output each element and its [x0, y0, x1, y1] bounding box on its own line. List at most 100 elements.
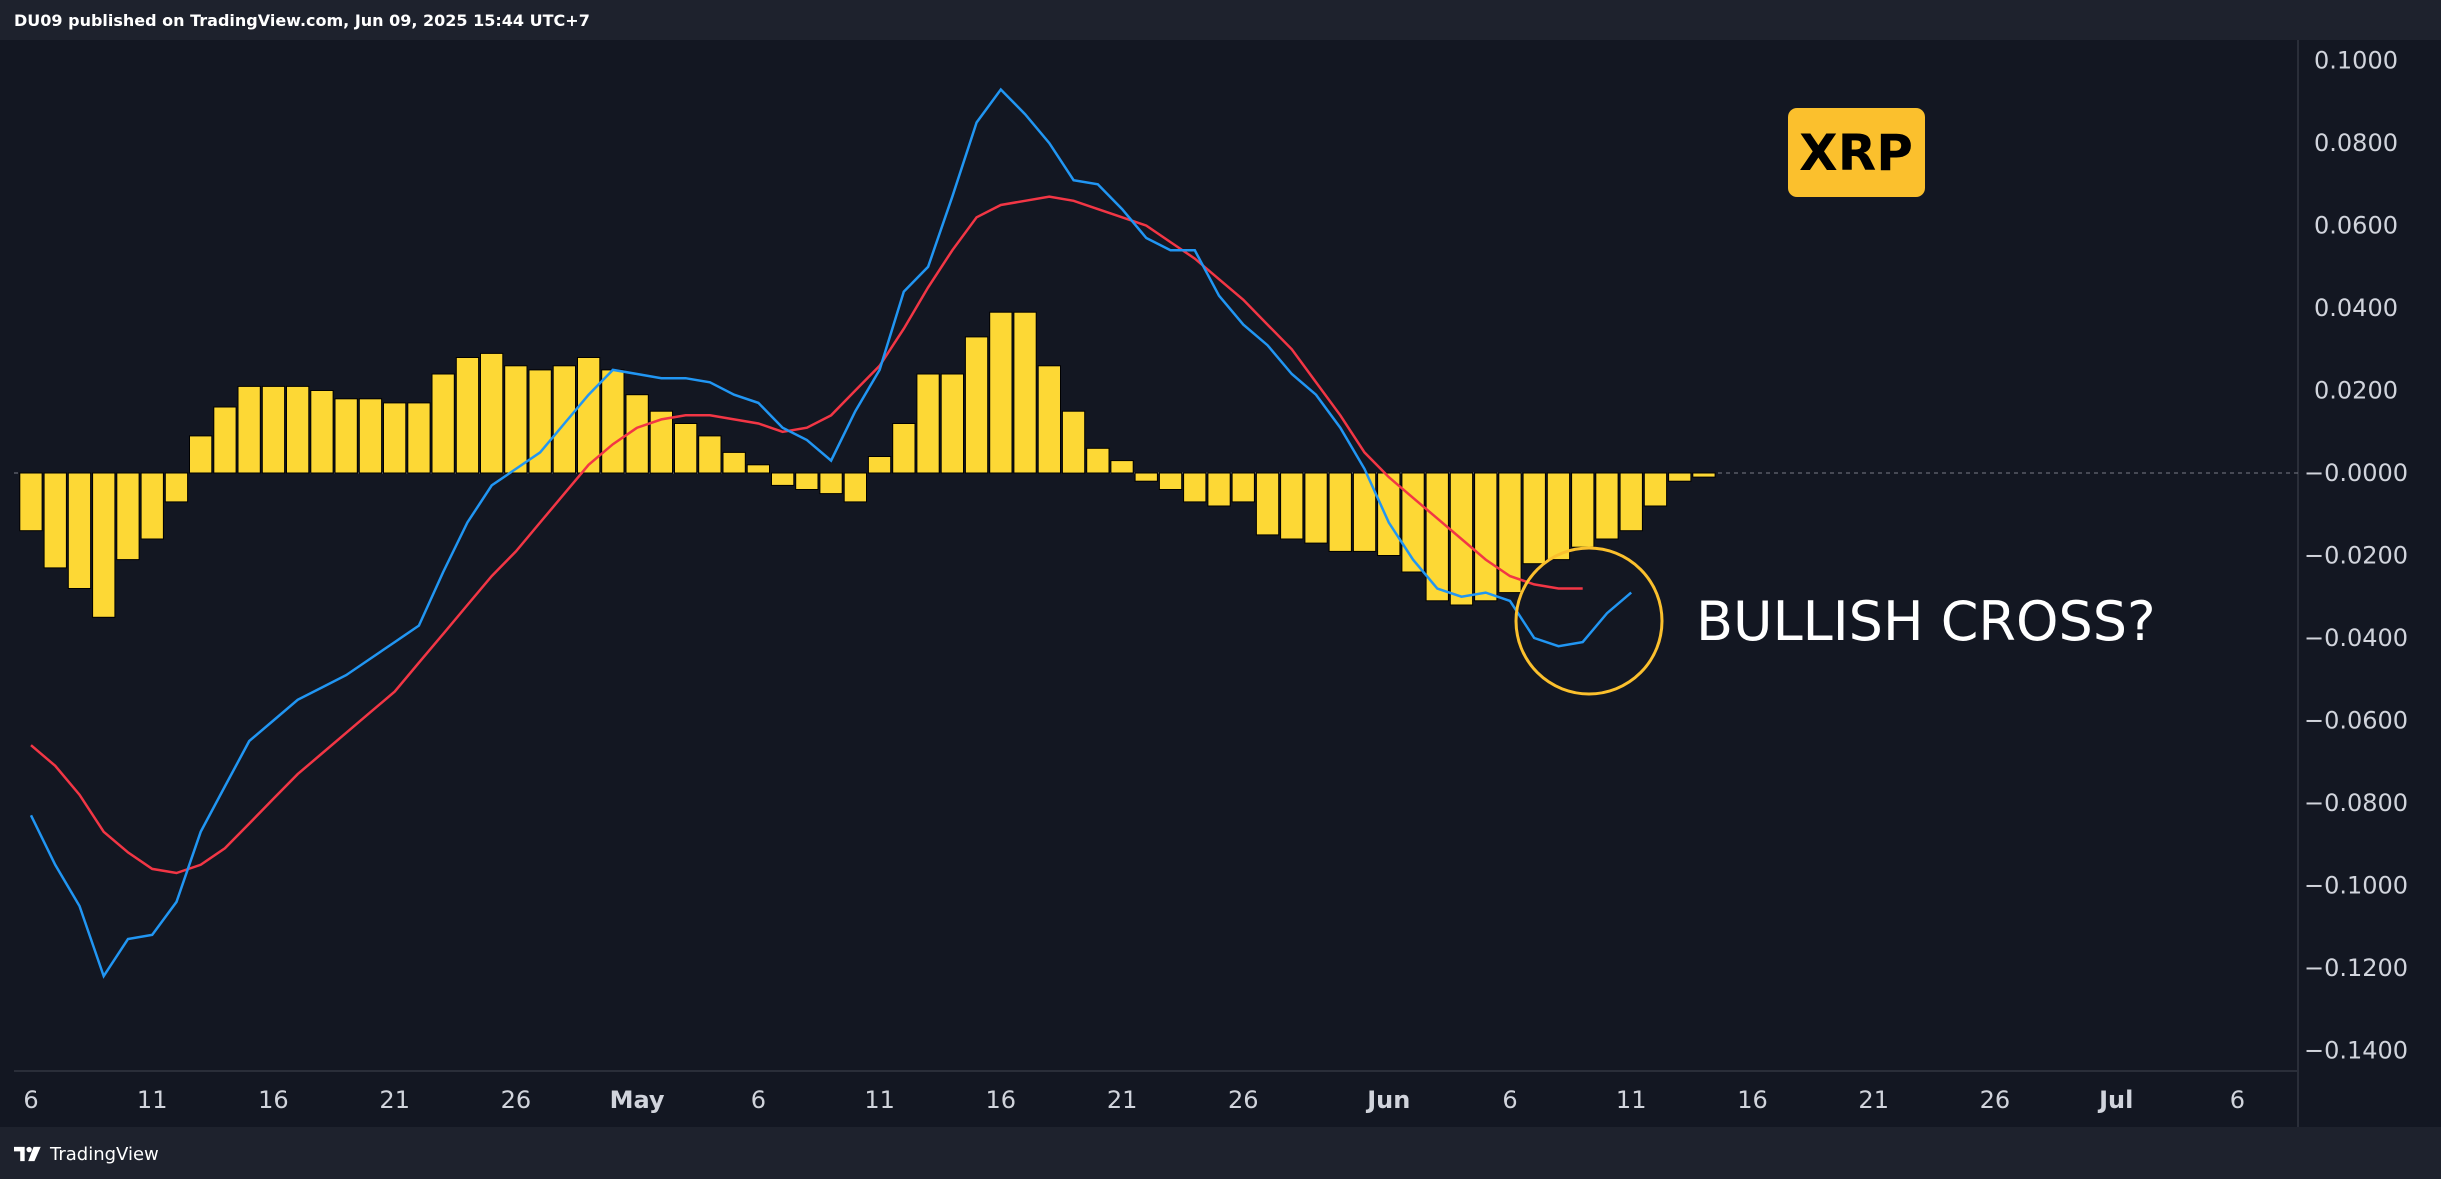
- histogram-bar: [698, 435, 722, 474]
- histogram-bar: [1231, 472, 1255, 503]
- histogram-bar: [1595, 472, 1619, 540]
- histogram-bar: [989, 311, 1013, 474]
- histogram-bar: [1692, 472, 1716, 478]
- histogram-bar: [1183, 472, 1207, 503]
- time-axis-label: 16: [258, 1086, 289, 1114]
- price-axis-label: 0.0400: [2314, 294, 2398, 322]
- publish-header: DU09 published on TradingView.com, Jun 0…: [0, 0, 2441, 40]
- price-axis-label: −0.1200: [2304, 954, 2408, 982]
- price-axis-label: 0.0600: [2314, 212, 2398, 240]
- time-axis-label: 26: [1980, 1086, 2011, 1114]
- histogram-bar: [19, 472, 43, 532]
- price-axis-label: −0.0400: [2304, 624, 2408, 652]
- histogram-bar: [1643, 472, 1668, 507]
- histogram-bar: [746, 464, 771, 474]
- histogram-bar: [964, 336, 989, 474]
- price-axis-label: −0.0200: [2304, 542, 2408, 570]
- histogram-bar: [1110, 460, 1134, 474]
- price-axis[interactable]: 0.1000 0.0800 0.0600 0.0400 0.0200 −0.0000 −0.…: [2304, 47, 2408, 1065]
- histogram-bar: [1255, 472, 1280, 536]
- histogram-bar: [1619, 472, 1643, 532]
- histogram-bar: [1207, 472, 1231, 507]
- time-axis-label: 6: [2230, 1086, 2245, 1114]
- price-axis-label: 0.0800: [2314, 129, 2398, 157]
- plot-background: [0, 40, 2441, 1127]
- cross-highlight-circle: [1514, 546, 1664, 696]
- histogram-bar: [310, 390, 334, 474]
- signal-line: [30, 195, 1583, 875]
- time-axis-label: May: [610, 1086, 665, 1114]
- price-axis-label: 0.1000: [2314, 47, 2398, 75]
- publish-info: DU09 published on TradingView.com, Jun 0…: [14, 11, 590, 30]
- histogram-bar: [552, 365, 577, 474]
- histogram-bar: [771, 472, 795, 486]
- time-axis-label: 6: [751, 1086, 766, 1114]
- histogram-bar: [504, 365, 528, 474]
- histogram-bar: [92, 472, 116, 618]
- histogram-bar: [67, 472, 92, 589]
- time-axis-label: 6: [1502, 1086, 1517, 1114]
- histogram-bar: [237, 385, 261, 474]
- time-axis-label: 21: [379, 1086, 410, 1114]
- histogram-bar: [1498, 472, 1522, 594]
- histogram-bar: [1474, 472, 1498, 602]
- histogram-bar: [1328, 472, 1352, 552]
- histogram-bar: [431, 373, 455, 474]
- histogram-bar: [1280, 472, 1304, 540]
- histogram-bar: [1546, 472, 1571, 561]
- histogram-bar: [189, 435, 213, 474]
- histogram-bar: [577, 357, 601, 474]
- tradingview-logo[interactable]: TradingView: [14, 1143, 159, 1165]
- histogram-bar: [1134, 472, 1158, 482]
- histogram-bar: [940, 373, 965, 474]
- histogram-bar: [843, 472, 868, 503]
- histogram-bar: [1037, 365, 1061, 474]
- histogram-bar: [1086, 447, 1110, 474]
- histogram-bar: [795, 472, 819, 490]
- histogram-bar: [140, 472, 164, 540]
- histogram-bar: [1377, 472, 1401, 556]
- time-axis-label: 16: [986, 1086, 1017, 1114]
- time-axis-label: 21: [1107, 1086, 1138, 1114]
- histogram-bar: [1668, 472, 1692, 482]
- price-axis-label: −0.0600: [2304, 707, 2408, 735]
- histogram-bar: [1352, 472, 1377, 552]
- histogram-bar: [819, 472, 843, 495]
- histogram-bar: [407, 402, 431, 474]
- histogram-bar: [455, 357, 480, 474]
- time-axis-label: 6: [23, 1086, 38, 1114]
- histogram-bar: [722, 451, 746, 474]
- macd-line: [29, 87, 1633, 979]
- histogram-bar: [892, 423, 916, 474]
- time-axis-label: 11: [137, 1086, 168, 1114]
- time-axis-label: Jul: [2097, 1086, 2133, 1114]
- time-axis-label: Jun: [1365, 1086, 1410, 1114]
- time-axis-label: 26: [501, 1086, 532, 1114]
- histogram-bar: [1061, 410, 1086, 474]
- price-axis-label: −0.1400: [2304, 1036, 2408, 1064]
- histogram-bar: [674, 423, 698, 474]
- time-axis-label: 16: [1737, 1086, 1768, 1114]
- histogram-bar: [1158, 472, 1183, 490]
- histogram-bar: [213, 406, 237, 474]
- histogram-bar: [261, 385, 286, 474]
- histogram-bar: [1304, 472, 1328, 544]
- macd-chart[interactable]: 0.1000 0.0800 0.0600 0.0400 0.0200 −0.0000 −0.…: [0, 40, 2441, 1127]
- histogram-bar: [867, 456, 892, 474]
- symbol-badge: XRP: [1788, 108, 1925, 197]
- tradingview-logo-icon: [14, 1146, 41, 1162]
- histogram-bar: [383, 402, 407, 474]
- histogram-bar: [358, 398, 383, 474]
- footer-bar: [0, 1127, 2441, 1179]
- histogram-bar: [916, 373, 940, 474]
- price-axis-label: −0.0000: [2304, 459, 2408, 487]
- time-axis[interactable]: 6 11 16 21 26 May 6 11 16 21 26 Jun 6 11 16 21 26 Jul 6: [23, 1086, 2245, 1114]
- histogram-bar: [1522, 472, 1546, 565]
- histogram-bar: [601, 369, 625, 474]
- bullish-cross-annotation: BULLISH CROSS?: [1696, 590, 2156, 653]
- symbol-badge-label: XRP: [1799, 124, 1913, 182]
- histogram-bar: [1425, 472, 1449, 602]
- histogram-bar: [1401, 472, 1425, 573]
- histogram-bar: [649, 410, 674, 474]
- time-axis-label: 11: [1616, 1086, 1647, 1114]
